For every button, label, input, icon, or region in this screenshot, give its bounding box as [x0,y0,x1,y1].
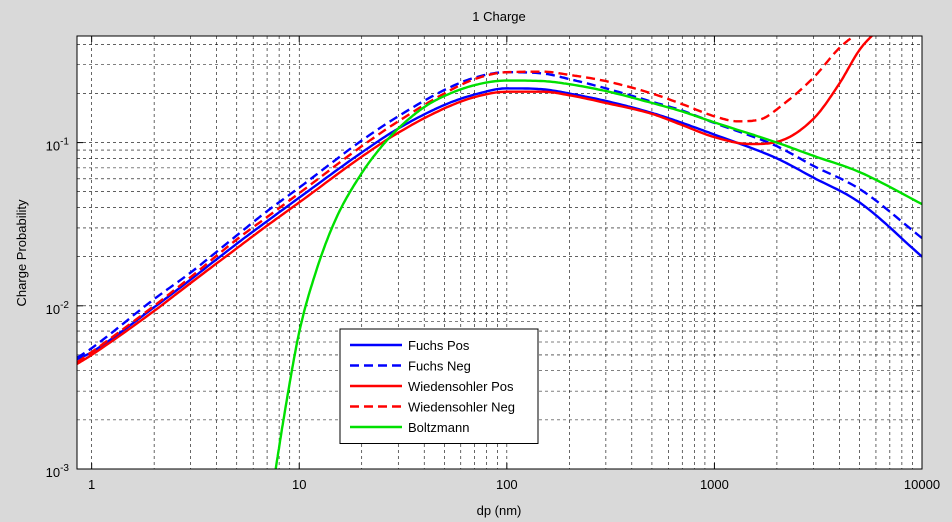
series-line-boltzmann [274,79,922,469]
legend-label: Wiedensohler Neg [408,400,515,415]
y-tick-label: 10-1 [46,137,70,154]
plot-frame [76,35,923,470]
x-tick-label: 1 [88,477,95,492]
series-lines [77,36,922,469]
y-tick-label: 10-2 [46,300,70,317]
legend-label: Fuchs Pos [408,338,470,353]
legend-label: Boltzmann [408,420,469,435]
legend-label: Wiedensohler Pos [408,379,514,394]
y-tick-label: 10-3 [46,463,70,480]
x-tick-label: 10 [292,477,306,492]
axis-ticks: 1 10 100 1000 10000 10-3 10-2 10-1 [46,36,940,492]
legend: Fuchs Pos Fuchs Neg Wiedensohler Pos Wieden… [339,328,539,444]
x-tick-label: 10000 [904,477,940,492]
chart-title: 1 Charge [472,9,525,24]
series-line-wiedensohler-pos [77,36,874,365]
series-line-fuchs-pos [77,87,922,361]
x-axis-label: dp (nm) [477,503,522,518]
y-axis-label: Charge Probability [14,199,29,306]
series-line-wiedensohler-neg [77,36,856,364]
x-tick-label: 1000 [700,477,729,492]
legend-label: Fuchs Neg [408,359,471,374]
grid-lines [77,36,923,470]
x-tick-label: 100 [496,477,518,492]
